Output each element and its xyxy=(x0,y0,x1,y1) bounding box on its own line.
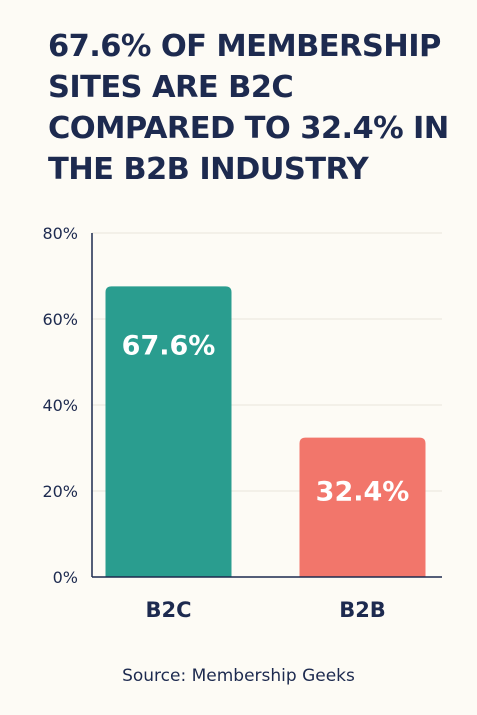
data-labels: 67.6% 32.4% xyxy=(122,330,410,507)
y-tick-label: 80% xyxy=(42,224,78,243)
x-tick-label: B2C xyxy=(145,598,191,622)
x-tick-label: B2B xyxy=(339,598,386,622)
x-tick-labels: B2C B2B xyxy=(145,598,385,622)
y-tick-label: 0% xyxy=(53,568,78,587)
data-label: 67.6% xyxy=(122,330,216,361)
bar-b2c xyxy=(105,286,232,577)
y-tick-label: 20% xyxy=(42,482,78,501)
y-tick-label: 60% xyxy=(42,310,78,329)
y-tick-labels: 0% 20% 40% 60% 80% xyxy=(42,224,78,587)
axes xyxy=(91,233,442,578)
y-tick-label: 40% xyxy=(42,396,78,415)
bars xyxy=(105,286,426,577)
chart-title: 67.6% OF MEMBERSHIP SITES ARE B2C COMPAR… xyxy=(48,29,449,187)
data-label: 32.4% xyxy=(316,476,410,507)
bar-b2b xyxy=(299,437,426,577)
source-note: Source: Membership Geeks xyxy=(122,666,355,686)
